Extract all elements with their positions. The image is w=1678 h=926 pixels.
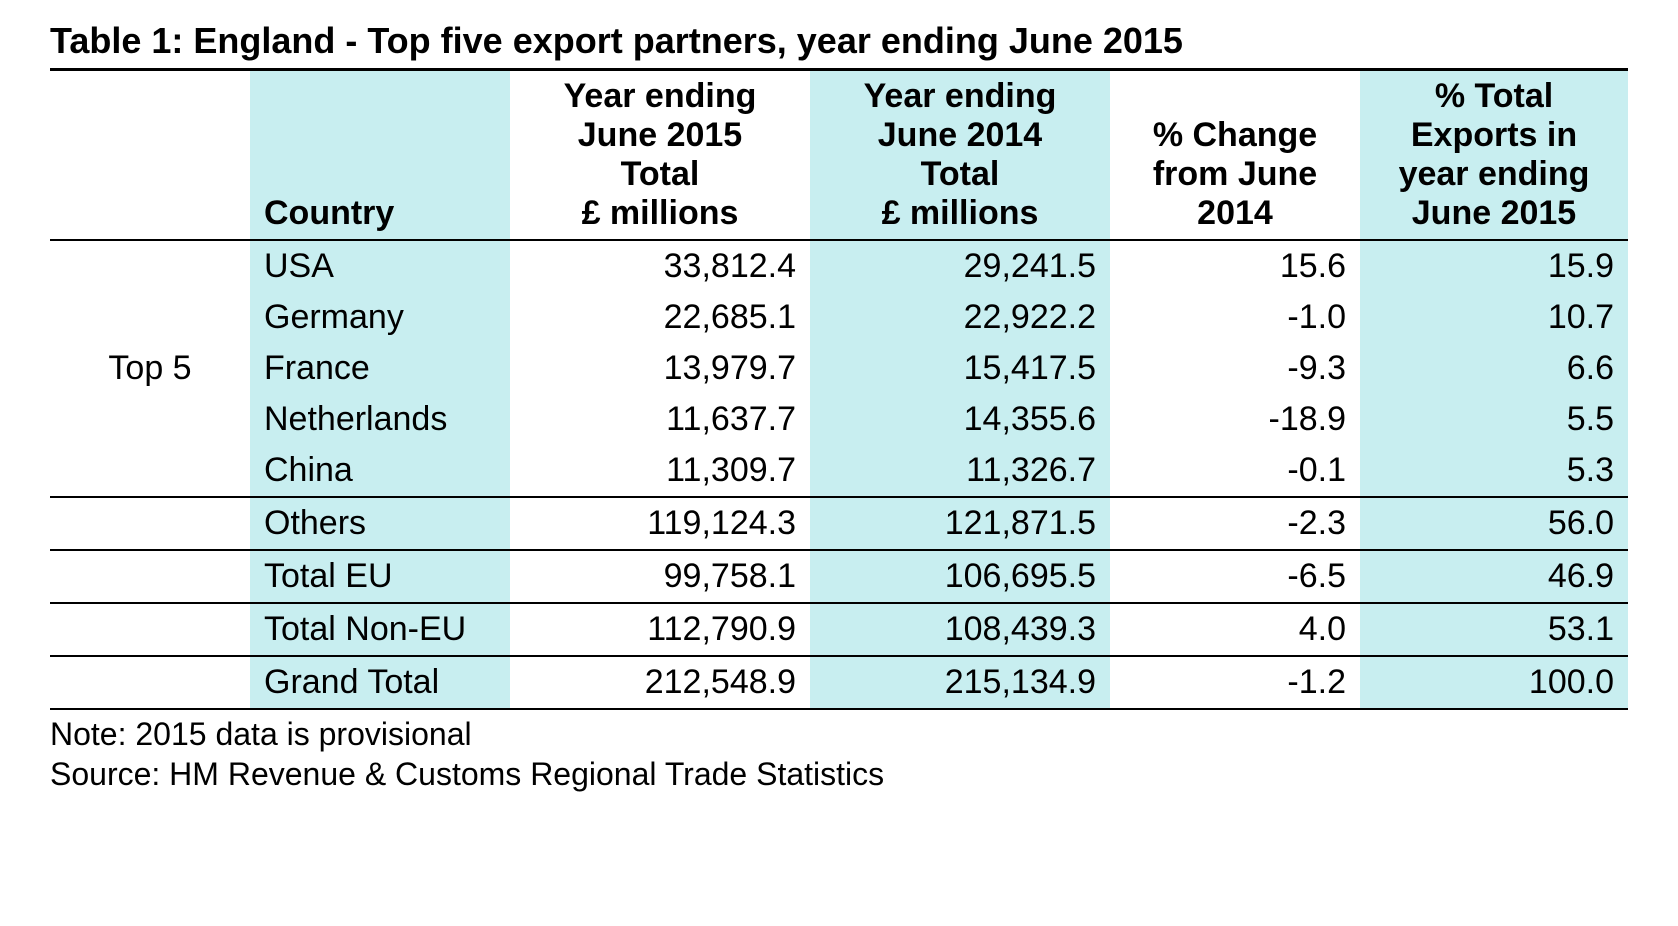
cell-ye2015: 22,685.1	[510, 292, 810, 343]
cell-country: Grand Total	[250, 656, 510, 709]
table-row: Top 5 USA 33,812.4 29,241.5 15.6 15.9	[50, 240, 1628, 292]
table-notes: Note: 2015 data is provisional Source: H…	[50, 714, 1628, 794]
cell-pct-change: -2.3	[1110, 497, 1360, 550]
cell-pct-total: 46.9	[1360, 550, 1628, 603]
col-header-country: Country	[250, 70, 510, 241]
group-label-top5: Top 5	[50, 240, 250, 497]
cell-ye2015: 11,309.7	[510, 445, 810, 497]
cell-pct-change: -1.0	[1110, 292, 1360, 343]
cell-country: Netherlands	[250, 394, 510, 445]
col-header-ye2015: Year ending June 2015 Total £ millions	[510, 70, 810, 241]
note-source: Source: HM Revenue & Customs Regional Tr…	[50, 754, 1628, 794]
cell-ye2014: 29,241.5	[810, 240, 1110, 292]
table-row-grand-total: Grand Total 212,548.9 215,134.9 -1.2 100…	[50, 656, 1628, 709]
cell-pct-total: 56.0	[1360, 497, 1628, 550]
cell-pct-total: 5.3	[1360, 445, 1628, 497]
cell-pct-total: 6.6	[1360, 343, 1628, 394]
cell-pct-total: 10.7	[1360, 292, 1628, 343]
cell-pct-change: -0.1	[1110, 445, 1360, 497]
cell-pct-change: -18.9	[1110, 394, 1360, 445]
cell-country: Total EU	[250, 550, 510, 603]
cell-country: Germany	[250, 292, 510, 343]
cell-ye2014: 11,326.7	[810, 445, 1110, 497]
col-header-pct-total: % Total Exports in year ending June 2015	[1360, 70, 1628, 241]
cell-pct-change: -6.5	[1110, 550, 1360, 603]
cell-ye2015: 212,548.9	[510, 656, 810, 709]
cell-ye2015: 119,124.3	[510, 497, 810, 550]
cell-ye2014: 22,922.2	[810, 292, 1110, 343]
table-row: France 13,979.7 15,417.5 -9.3 6.6	[50, 343, 1628, 394]
cell-ye2015: 13,979.7	[510, 343, 810, 394]
table-row: China 11,309.7 11,326.7 -0.1 5.3	[50, 445, 1628, 497]
cell-ye2014: 14,355.6	[810, 394, 1110, 445]
cell-country: China	[250, 445, 510, 497]
col-header-pct-change: % Change from June 2014	[1110, 70, 1360, 241]
cell-pct-total: 100.0	[1360, 656, 1628, 709]
cell-ye2014: 215,134.9	[810, 656, 1110, 709]
cell-pct-total: 53.1	[1360, 603, 1628, 656]
cell-country: France	[250, 343, 510, 394]
cell-pct-change: 4.0	[1110, 603, 1360, 656]
table-title: Table 1: England - Top five export partn…	[50, 20, 1628, 62]
table-row-others: Others 119,124.3 121,871.5 -2.3 56.0	[50, 497, 1628, 550]
table-row-total-non-eu: Total Non-EU 112,790.9 108,439.3 4.0 53.…	[50, 603, 1628, 656]
cell-pct-change: -1.2	[1110, 656, 1360, 709]
table-row: Netherlands 11,637.7 14,355.6 -18.9 5.5	[50, 394, 1628, 445]
cell-ye2014: 15,417.5	[810, 343, 1110, 394]
cell-country: USA	[250, 240, 510, 292]
cell-pct-change: -9.3	[1110, 343, 1360, 394]
cell-ye2015: 33,812.4	[510, 240, 810, 292]
table-row-total-eu: Total EU 99,758.1 106,695.5 -6.5 46.9	[50, 550, 1628, 603]
cell-pct-total: 15.9	[1360, 240, 1628, 292]
cell-ye2015: 99,758.1	[510, 550, 810, 603]
table-body: Top 5 USA 33,812.4 29,241.5 15.6 15.9 Ge…	[50, 240, 1628, 710]
cell-pct-total: 5.5	[1360, 394, 1628, 445]
cell-pct-change: 15.6	[1110, 240, 1360, 292]
col-header-group	[50, 70, 250, 241]
cell-country: Total Non-EU	[250, 603, 510, 656]
note-provisional: Note: 2015 data is provisional	[50, 714, 1628, 754]
cell-ye2014: 121,871.5	[810, 497, 1110, 550]
cell-ye2014: 108,439.3	[810, 603, 1110, 656]
cell-ye2014: 106,695.5	[810, 550, 1110, 603]
table-row: Germany 22,685.1 22,922.2 -1.0 10.7	[50, 292, 1628, 343]
col-header-ye2014: Year ending June 2014 Total £ millions	[810, 70, 1110, 241]
cell-country: Others	[250, 497, 510, 550]
cell-ye2015: 112,790.9	[510, 603, 810, 656]
cell-ye2015: 11,637.7	[510, 394, 810, 445]
export-partners-table: Country Year ending June 2015 Total £ mi…	[50, 68, 1628, 710]
